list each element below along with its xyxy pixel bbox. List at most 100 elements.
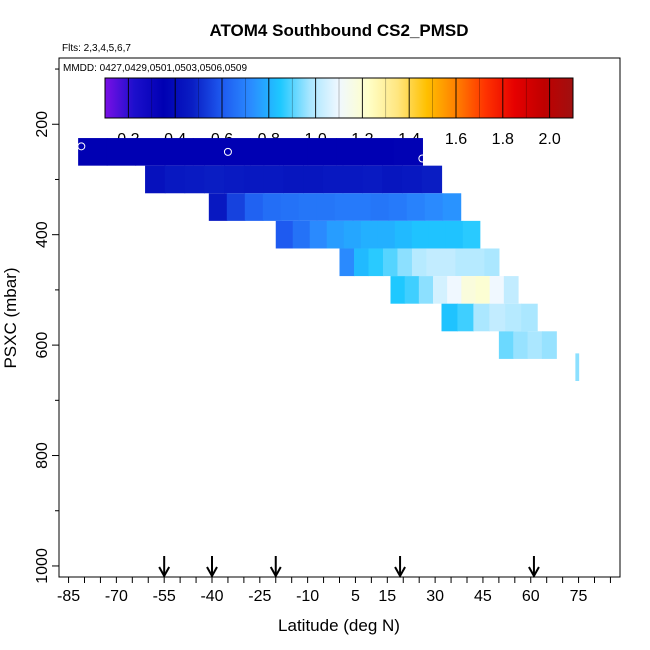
heatmap-cell — [401, 165, 423, 194]
x-tick-label: -10 — [296, 588, 319, 605]
heatmap-cell — [135, 138, 165, 166]
heatmap-cell — [365, 138, 395, 166]
x-axis: -85 -70 -55 -40 -25 -10 5 15 30 45 60 75 — [57, 577, 611, 605]
heatmap-cell — [307, 138, 337, 166]
heatmap-cell — [418, 276, 434, 304]
colorbar-tick-label: 1.8 — [492, 131, 514, 148]
heatmap-cell — [343, 220, 362, 249]
heatmap-cell — [489, 276, 505, 304]
x-tick-label: 75 — [570, 588, 588, 605]
heatmap-cell — [339, 248, 355, 277]
heatmap-cell — [362, 165, 383, 194]
heatmap-cell — [426, 248, 442, 277]
heatmap-cell — [406, 193, 426, 221]
heatmap-cell — [352, 193, 372, 221]
x-axis-label: Latitude (deg N) — [278, 616, 400, 635]
heatmap-cell — [447, 276, 462, 304]
heatmap-cell — [208, 193, 228, 221]
flight-arrow — [158, 556, 171, 579]
heatmap-cell — [370, 193, 390, 221]
heatmap-cell — [428, 220, 447, 249]
flight-arrow — [269, 556, 282, 579]
heatmap-cell — [498, 331, 514, 359]
heatmap-cell — [204, 165, 225, 194]
heatmap-cell — [192, 138, 223, 166]
x-tick-label: 15 — [378, 588, 396, 605]
x-tick-label: -40 — [200, 588, 223, 605]
heatmap-cell — [462, 220, 481, 249]
colorbar: 0.20.40.60.81.01.21.41.61.82.0 — [104, 77, 574, 148]
heatmap-cell — [394, 220, 413, 249]
heatmap-cell — [521, 303, 538, 332]
heatmap-cell — [445, 220, 464, 249]
heatmap-cell — [527, 331, 543, 359]
heatmap-cell — [440, 248, 457, 277]
flight-arrow — [206, 556, 218, 579]
y-axis-label: PSXC (mbar) — [1, 267, 20, 368]
heatmap-cell — [473, 303, 490, 332]
heatmap-cell — [342, 165, 364, 194]
heatmap-cell — [424, 193, 444, 221]
heatmap-cell — [275, 220, 294, 249]
heatmap-cell — [336, 138, 366, 166]
heatmap-cell — [360, 220, 379, 249]
dates-note: MMDD: 0427,0429,0501,0503,0506,0509 — [63, 63, 247, 74]
x-tick-label: -55 — [153, 588, 176, 605]
x-tick-label: -25 — [248, 588, 271, 605]
heatmap-cell — [404, 276, 420, 304]
flight-arrows — [158, 556, 540, 579]
heatmap-cell — [513, 331, 529, 359]
y-axis: 200 400 600 800 1000 — [34, 68, 59, 584]
heatmap-cell — [164, 138, 194, 166]
heatmap-cell — [377, 220, 396, 249]
heatmap-cell — [283, 165, 304, 194]
heatmap-cell — [221, 138, 251, 166]
y-tick-label: 400 — [34, 221, 51, 248]
heatmap-cell — [575, 353, 580, 381]
x-tick-label: 60 — [522, 588, 540, 605]
y-tick-label: 600 — [34, 332, 51, 359]
heatmap-cells — [78, 138, 580, 381]
heatmap-cell — [368, 248, 384, 277]
heatmap-cell — [244, 193, 264, 221]
heatmap-cell — [316, 193, 336, 221]
heatmap-cell — [388, 193, 408, 221]
y-tick-label: 200 — [34, 111, 51, 138]
heatmap-cell — [469, 248, 485, 277]
heatmap-cell — [184, 165, 205, 194]
flights-note: Flts: 2,3,4,5,6,7 — [62, 43, 131, 54]
sample-markers — [77, 142, 427, 163]
heatmap-cell — [334, 193, 354, 221]
y-tick-label: 1000 — [34, 548, 51, 584]
sample-marker — [77, 142, 86, 151]
heatmap-cell — [442, 193, 462, 221]
heatmap-cell — [280, 193, 300, 221]
heatmap-cell — [353, 248, 370, 277]
heatmap-cell — [421, 165, 443, 194]
heatmap-cell — [489, 303, 506, 332]
heatmap-cell — [322, 165, 344, 194]
heatmap-cell — [298, 193, 318, 221]
x-tick-label: 5 — [351, 588, 360, 605]
heatmap-cell — [455, 248, 471, 277]
x-tick-label: 30 — [426, 588, 444, 605]
heatmap-cell — [263, 165, 284, 194]
heatmap-cell — [326, 220, 345, 249]
flight-arrow — [528, 556, 540, 579]
heatmap-cell — [309, 220, 328, 249]
heatmap-cell — [505, 303, 522, 332]
y-tick-label: 800 — [34, 442, 51, 469]
heatmap-cell — [411, 248, 428, 277]
chart-title: ATOM4 Southbound CS2_PMSD — [209, 21, 468, 40]
heatmap-cell — [303, 165, 324, 194]
colorbar-frame — [104, 77, 574, 119]
heatmap-cell — [226, 193, 246, 221]
flight-arrow — [394, 556, 406, 579]
heatmap-cell — [390, 276, 406, 304]
heatmap-cell — [393, 138, 423, 166]
heatmap-cell — [262, 193, 282, 221]
heatmap-cell — [433, 276, 448, 304]
heatmap-cell — [441, 303, 459, 332]
heatmap-cell — [457, 303, 474, 332]
